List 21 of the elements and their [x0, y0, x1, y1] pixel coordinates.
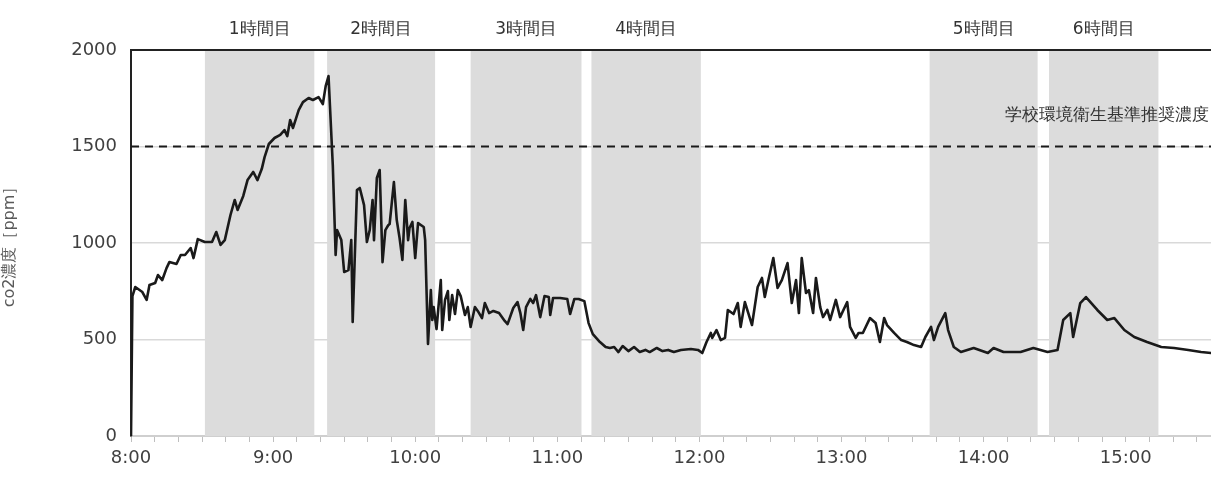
x-tick-label: 9:00 [252, 446, 294, 468]
y-tick-label: 1500 [71, 134, 117, 156]
band-label: 4時間目 [615, 17, 678, 38]
band-label: 2時間目 [350, 17, 413, 38]
y-tick-label: 0 [105, 423, 117, 445]
band-label: 6時間目 [1072, 17, 1135, 38]
x-tick-label: 10:00 [389, 446, 442, 468]
y-axis-title: co2濃度［ppm］ [0, 178, 18, 308]
x-tick-label: 14:00 [957, 446, 1010, 468]
band-label: 3時間目 [495, 17, 557, 38]
y-tick-label: 500 [82, 327, 117, 349]
x-tick-label: 15:00 [1099, 446, 1152, 468]
x-tick-label: 13:00 [815, 446, 868, 468]
y-tick-label: 1000 [71, 230, 117, 252]
x-tick-label: 8:00 [110, 446, 152, 468]
band-label: 1時間目 [228, 17, 291, 38]
band-label: 5時間目 [952, 17, 1015, 38]
x-tick-label: 12:00 [673, 446, 726, 468]
ref-line-label: 学校環境衛生基準推奨濃度 [1005, 104, 1209, 125]
y-tick-label: 2000 [71, 37, 117, 59]
x-tick-label: 11:00 [531, 446, 584, 468]
